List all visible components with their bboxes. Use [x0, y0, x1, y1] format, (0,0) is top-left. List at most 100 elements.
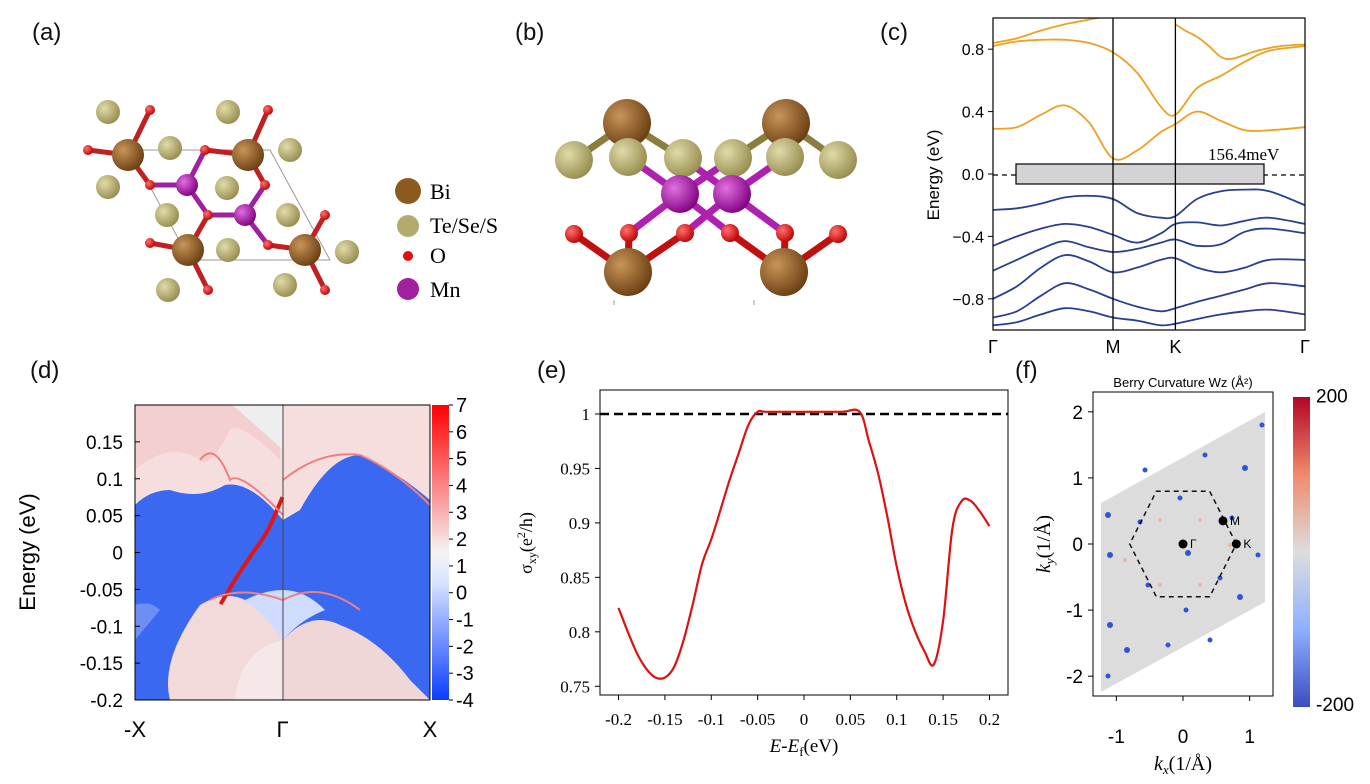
panel-label-f: (f) — [1015, 357, 1038, 384]
edge-colorbar-tick-label: 1 — [456, 556, 467, 578]
legend-item-o: O — [403, 243, 446, 268]
brillouin-parallelogram — [1101, 412, 1265, 692]
berry-y-axis-label: ky(1/Å) — [1033, 515, 1057, 573]
hsym-point-label: M — [1230, 514, 1240, 528]
edge-colorbar — [432, 405, 449, 700]
band-y-tick-label: −0.8 — [952, 292, 984, 309]
hall-x-tick-label: -0.15 — [647, 710, 682, 729]
edge-y-ticks: 0.15 0.1 0.05 0 -0.05 -0.1 -0.15 -0.2 — [80, 433, 140, 712]
edge-x-tick-label: Γ — [276, 717, 288, 742]
hall-y-tick-label: 0.85 — [560, 568, 590, 587]
berry-y-tick-label: -1 — [1066, 601, 1083, 622]
edge-y-tick-label: 0.1 — [97, 470, 123, 491]
hsym-point-marker — [1231, 539, 1241, 549]
band-x-tick-label: Γ — [988, 337, 998, 357]
band-c2 — [993, 38, 1305, 117]
hsym-point-marker — [1178, 539, 1188, 549]
edge-colorbar-tick-label: 0 — [456, 583, 467, 605]
edge-colorbar-tick-label: -3 — [456, 663, 474, 685]
hall-x-tick-label: -0.2 — [605, 710, 632, 729]
hall-y-tick-label: 0.9 — [569, 514, 590, 533]
berry-x-axis-label: kx(1/Å) — [1154, 753, 1212, 777]
panel-label-c: (c) — [880, 19, 908, 46]
hall-x-tick-label: -0.05 — [740, 710, 775, 729]
first-brillouin-zone — [1128, 490, 1238, 598]
legend-label-o: O — [430, 243, 446, 268]
panel-label-a: (a) — [32, 19, 61, 46]
hall-y-tick-label: 0.75 — [560, 677, 590, 696]
band-y-tick-label: 0.0 — [962, 167, 984, 184]
hall-x-ticks: -0.2 -0.15 -0.1 -0.05 0 0.05 0.1 0.15 0.2 — [605, 695, 1000, 729]
berry-title: Berry Curvature Wz (Å²) — [1113, 375, 1252, 390]
berry-x-tick-label: 0 — [1178, 727, 1189, 748]
edge-colorbar-tick-label: 3 — [456, 502, 467, 524]
band-lines — [993, 18, 1305, 327]
berry-curvature-map: Γ MK Berry Curvature Wz (Å²) 2 1 0 -1 -2 -1 0 1… — [1033, 375, 1354, 777]
edge-y-tick-label: 0.15 — [86, 433, 123, 454]
berry-colorbar — [1293, 397, 1310, 707]
band-v5 — [993, 282, 1305, 319]
edge-x-ticks: -X Γ X — [124, 717, 438, 742]
berry-y-tick-label: 0 — [1072, 535, 1083, 556]
hall-x-tick-label: 0.05 — [835, 710, 865, 729]
hall-conductivity-curve — [617, 408, 991, 680]
hsym-point-label: K — [1243, 537, 1251, 551]
hsym-point-label: Γ — [1190, 537, 1197, 551]
edge-y-tick-label: -0.1 — [90, 617, 123, 638]
crystal-structure-side-view — [555, 99, 857, 305]
high-symmetry-lines — [1112, 18, 1177, 330]
panel-label-e: (e) — [537, 357, 566, 384]
legend-label-te: Te/Se/S — [430, 213, 498, 238]
edge-y-tick-label: 0 — [112, 544, 123, 565]
band-x-tick-label: Γ — [1300, 337, 1310, 357]
atom-legend: Bi Te/Se/S O Mn — [395, 178, 498, 302]
berry-x-tick-label: 1 — [1244, 727, 1255, 748]
band-x-tick-label: K — [1169, 337, 1181, 357]
crystal-structure-top-view — [83, 100, 359, 302]
edge-colorbar-ticks: 7 6 5 4 3 2 1 0 -1 -2 -3 -4 — [449, 395, 474, 712]
hall-x-tick-label: 0.2 — [979, 710, 1000, 729]
edge-colorbar-tick-label: 2 — [456, 529, 467, 551]
panel-label-d: (d) — [30, 357, 59, 384]
band-structure-chart: 156.4meV 0.8 0.4 0.0 −0.4 −0.8 Γ M K Γ Energy (… — [924, 17, 1310, 357]
hall-x-tick-label: -0.1 — [698, 710, 725, 729]
band-v3 — [993, 227, 1305, 272]
edge-colorbar-tick-label: 6 — [456, 422, 467, 444]
legend-marker-te — [397, 215, 419, 237]
edge-state-heatmap: 0.15 0.1 0.05 0 -0.05 -0.1 -0.15 -0.2 -X Γ X Ener… — [15, 395, 474, 742]
berry-colorbar-tick-label: 200 — [1316, 387, 1348, 408]
band-v1 — [993, 188, 1305, 220]
hall-y-axis-label: σxy(e2/h) — [514, 512, 539, 574]
band-v2 — [993, 216, 1305, 247]
berry-y-tick-label: 1 — [1072, 469, 1083, 490]
edge-x-tick-label: -X — [124, 717, 146, 742]
edge-colorbar-tick-label: -4 — [456, 690, 474, 712]
band-gap-box — [1015, 163, 1265, 185]
band-c1 — [993, 104, 1305, 161]
edge-y-tick-label: -0.05 — [80, 580, 123, 601]
edge-colorbar-tick-label: -1 — [456, 610, 474, 632]
berry-y-ticks: 2 1 0 -1 -2 — [1066, 403, 1093, 688]
berry-x-tick-label: -1 — [1108, 727, 1125, 748]
legend-marker-bi — [395, 178, 421, 204]
hsym-point-marker — [1218, 516, 1228, 526]
berry-colorbar-ticks: 200 -200 — [1316, 387, 1354, 717]
high-symmetry-points: Γ MK — [1178, 514, 1251, 551]
edge-colorbar-tick-label: 4 — [456, 475, 467, 497]
hall-plot-frame — [599, 389, 1009, 696]
edge-state-curve — [218, 496, 285, 606]
band-y-axis-label: Energy (eV) — [924, 130, 943, 221]
berry-colorbar-tick-label: -200 — [1316, 695, 1354, 716]
legend-label-mn: Mn — [430, 277, 461, 302]
panel-label-b: (b) — [515, 19, 544, 46]
edge-colorbar-tick-label: -2 — [456, 636, 474, 658]
hall-y-ticks: 1 0.95 0.9 0.85 0.8 0.75 — [560, 405, 600, 696]
hall-y-tick-label: 1 — [582, 405, 591, 424]
legend-label-bi: Bi — [430, 179, 451, 204]
edge-colorbar-tick-label: 7 — [456, 395, 467, 417]
hall-x-tick-label: 0.15 — [928, 710, 958, 729]
hall-y-tick-label: 0.95 — [560, 459, 590, 478]
hall-x-tick-label: 0 — [800, 710, 809, 729]
